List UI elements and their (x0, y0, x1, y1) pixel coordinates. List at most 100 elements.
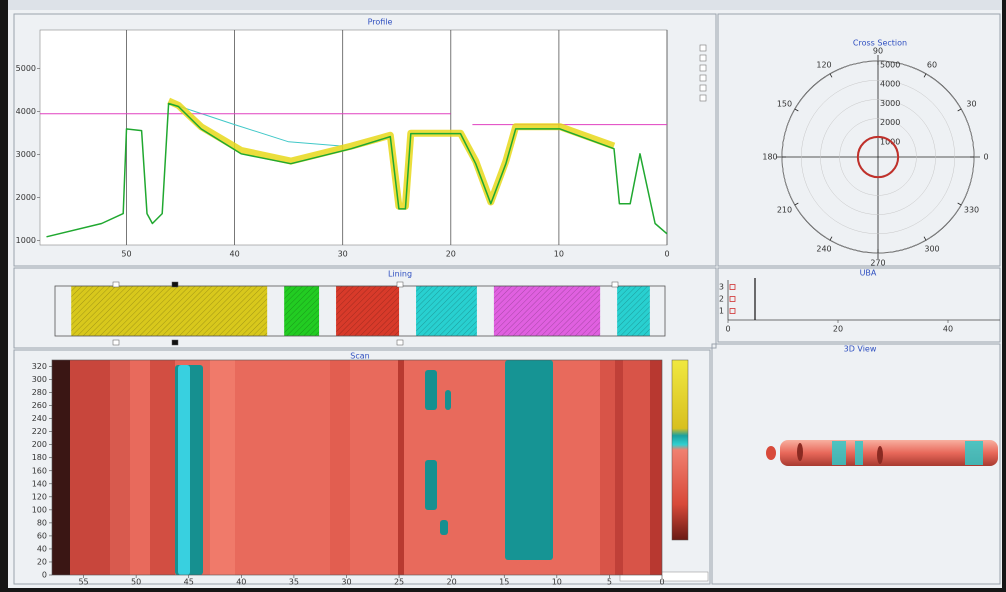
y-tick-label: 20 (37, 557, 47, 566)
x-tick-label: 10 (554, 250, 564, 259)
tube-patch (965, 441, 983, 465)
y-tick-label: 2000 (16, 193, 36, 202)
handle (172, 340, 178, 345)
x-tick-label: 50 (121, 250, 131, 259)
panel-title: Lining (388, 270, 412, 279)
angle-label: 120 (816, 61, 831, 70)
y-tick-label: 1 (719, 307, 724, 316)
x-tick-label: 45 (184, 578, 194, 587)
angle-label: 30 (966, 100, 976, 109)
y-tick-label: 3 (719, 283, 724, 292)
angle-label: 60 (927, 61, 937, 70)
x-tick-label: 25 (394, 578, 404, 587)
heatmap-band (70, 360, 110, 575)
page: {"profile": {"title": "Profile", "xlim":… (0, 0, 1006, 592)
heatmap-patch (425, 460, 437, 510)
x-tick-label: 10 (552, 578, 562, 587)
angle-label: 270 (870, 259, 885, 268)
y-tick-label: 300 (32, 375, 47, 384)
angle-label: 210 (777, 206, 792, 215)
handle (612, 282, 618, 287)
heatmap-band (615, 360, 623, 575)
handle (397, 282, 403, 287)
x-tick-label: 0 (659, 578, 664, 587)
tube-end (766, 446, 776, 460)
tube-patch (832, 441, 846, 465)
y-tick-label: 40 (37, 544, 47, 553)
angle-label: 240 (816, 244, 831, 253)
lining-segment (336, 286, 399, 336)
heatmap-band (650, 360, 662, 575)
r-tick-label: 4000 (880, 80, 900, 89)
x-tick-label: 30 (338, 250, 348, 259)
handle (397, 340, 403, 345)
lining-segment (71, 286, 267, 336)
y-tick-label: 3000 (16, 150, 36, 159)
x-tick-label: 40 (943, 325, 953, 334)
heatmap-band (330, 360, 350, 575)
plot-area (40, 30, 667, 245)
y-tick-label: 2 (719, 295, 724, 304)
y-tick-label: 120 (32, 492, 47, 501)
handle (172, 282, 178, 287)
heatmap-band (52, 360, 70, 575)
x-tick-label: 30 (341, 578, 351, 587)
heatmap-patch (505, 360, 553, 560)
heatmap-patch (425, 370, 437, 410)
y-tick-label: 280 (32, 388, 47, 397)
x-tick-label: 55 (78, 578, 88, 587)
angle-label: 180 (762, 153, 777, 162)
x-tick-label: 40 (236, 578, 246, 587)
x-tick-label: 20 (446, 250, 456, 259)
lining-segment (494, 286, 600, 336)
x-tick-label: 20 (833, 325, 843, 334)
x-tick-label: 0 (664, 250, 669, 259)
r-tick-label: 5000 (880, 61, 900, 70)
y-tick-label: 80 (37, 518, 47, 527)
x-tick-label: 35 (289, 578, 299, 587)
y-tick-label: 100 (32, 505, 47, 514)
handle (113, 282, 119, 287)
tube-mark (797, 443, 803, 461)
tube-mark (877, 446, 883, 464)
y-tick-label: 160 (32, 466, 47, 475)
heatmap-band (150, 360, 175, 575)
heatmap-patch (445, 390, 451, 410)
y-tick-label: 260 (32, 401, 47, 410)
y-tick-label: 320 (32, 362, 47, 371)
x-tick-label: 5 (607, 578, 612, 587)
toolbar (8, 0, 1002, 10)
heatmap-band (398, 360, 404, 575)
x-tick-label: 50 (131, 578, 141, 587)
angle-label: 300 (924, 244, 939, 253)
x-tick-label: 15 (499, 578, 509, 587)
panel-title: Scan (350, 352, 369, 361)
y-tick-label: 0 (42, 571, 47, 580)
y-tick-label: 4000 (16, 107, 36, 116)
panel-title: Profile (368, 18, 393, 27)
lining-segment (416, 286, 477, 336)
handle (113, 340, 119, 345)
y-tick-label: 220 (32, 427, 47, 436)
x-tick-label: 40 (229, 250, 239, 259)
lining-segment (284, 286, 319, 336)
y-tick-label: 60 (37, 531, 47, 540)
panel-title: UBA (860, 269, 877, 278)
x-tick-label: 0 (725, 325, 730, 334)
r-tick-label: 2000 (880, 118, 900, 127)
angle-label: 150 (777, 100, 792, 109)
panel-title: 3D View (844, 345, 877, 354)
angle-label: 0 (983, 153, 988, 162)
angle-label: 90 (873, 47, 883, 56)
y-tick-label: 5000 (16, 64, 36, 73)
heatmap-patch (178, 365, 190, 575)
lining-segment (617, 286, 650, 336)
heatmap-band (110, 360, 130, 575)
y-tick-label: 240 (32, 414, 47, 423)
colorbar (672, 360, 688, 540)
heatmap-patch (440, 520, 448, 535)
y-tick-label: 140 (32, 479, 47, 488)
heatmap-bg (52, 360, 662, 575)
y-tick-label: 180 (32, 453, 47, 462)
tube-patch (855, 441, 863, 465)
